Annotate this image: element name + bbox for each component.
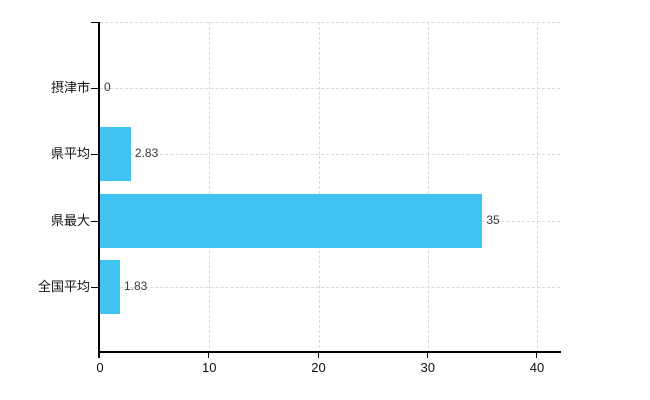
horizontal-gridline bbox=[100, 286, 560, 288]
value-label: 0 bbox=[104, 80, 111, 95]
y-axis-tick bbox=[91, 286, 98, 288]
plot-top-border bbox=[100, 22, 560, 23]
value-label: 35 bbox=[486, 212, 500, 227]
y-axis-tick bbox=[91, 220, 98, 222]
x-tick-label: 0 bbox=[96, 360, 104, 375]
vertical-gridline bbox=[209, 22, 211, 353]
category-label: 県最大 bbox=[50, 212, 90, 228]
y-axis-top-tick bbox=[91, 22, 98, 23]
vertical-gridline bbox=[537, 22, 538, 353]
y-axis-tick bbox=[91, 154, 98, 156]
vertical-gridline bbox=[427, 22, 429, 353]
value-label: 2.83 bbox=[134, 146, 159, 161]
x-tick-label: 20 bbox=[311, 360, 326, 375]
category-label: 県平均 bbox=[50, 146, 90, 162]
vertical-gridline bbox=[318, 22, 320, 353]
x-tick-label: 10 bbox=[202, 360, 217, 375]
x-tick-label: 40 bbox=[529, 360, 545, 375]
bar bbox=[100, 259, 120, 314]
horizontal-gridline bbox=[100, 88, 560, 90]
category-label: 摂津市 bbox=[50, 80, 90, 96]
x-axis-tick bbox=[536, 353, 537, 358]
plot-area: 摂津市 0 県平均 2.83 県最大 35 全国平均 1.83 0 10 20 30 40 bbox=[38, 22, 561, 375]
value-label: 1.83 bbox=[123, 278, 148, 293]
horizontal-gridline bbox=[100, 154, 560, 156]
category-label: 全国平均 bbox=[37, 278, 90, 294]
x-axis-tick bbox=[426, 353, 428, 358]
x-axis bbox=[98, 351, 561, 353]
x-tick-label: 30 bbox=[420, 360, 435, 375]
y-axis-tick bbox=[91, 88, 98, 90]
bar bbox=[100, 127, 131, 182]
x-axis-tick bbox=[208, 353, 210, 358]
x-axis-tick bbox=[317, 353, 319, 358]
bar bbox=[100, 193, 483, 248]
y-axis bbox=[98, 22, 100, 358]
